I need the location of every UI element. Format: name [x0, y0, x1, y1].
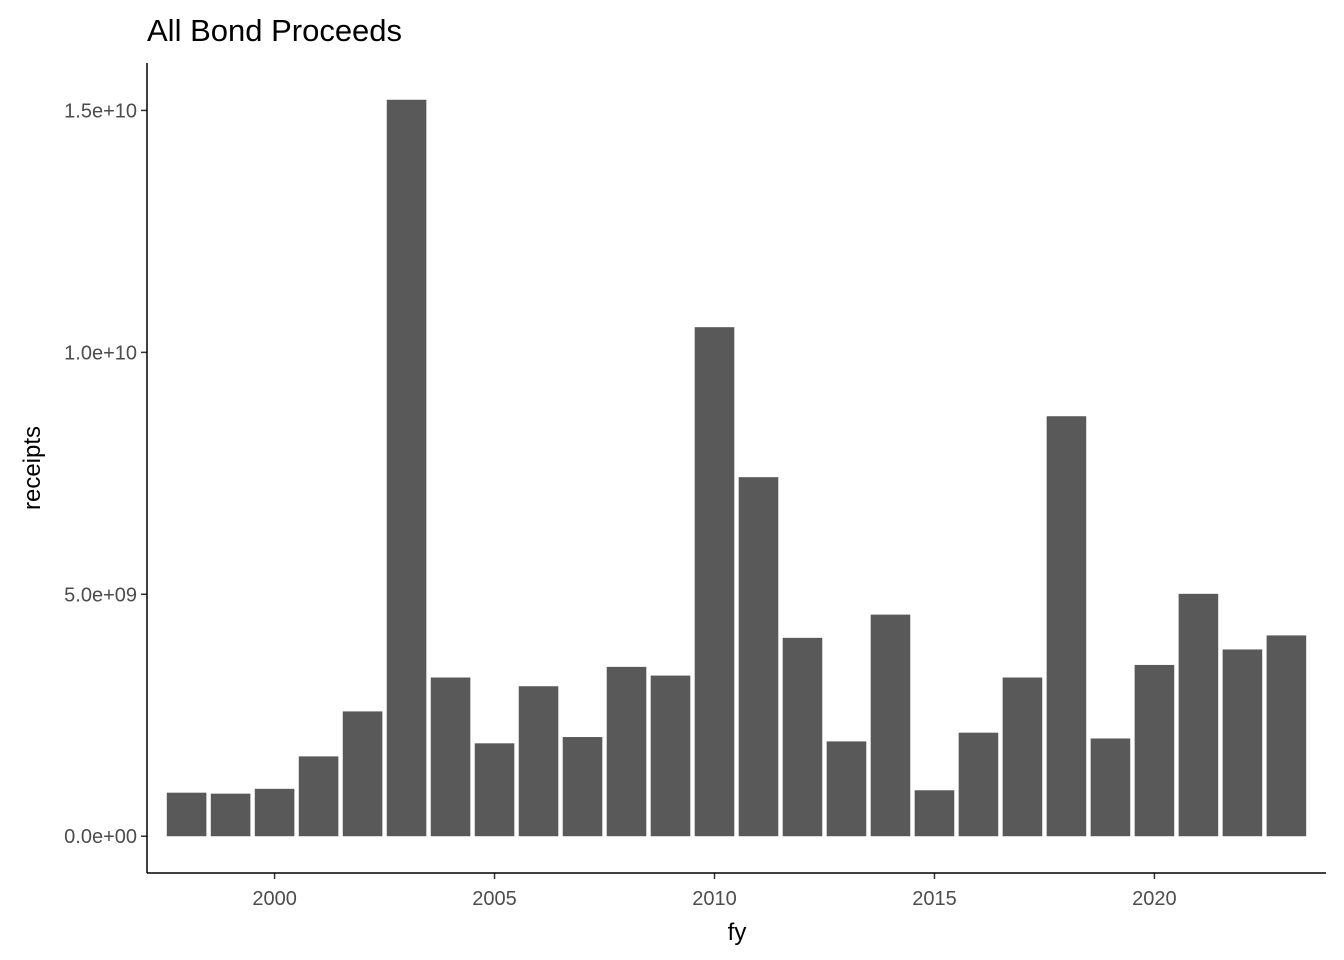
bar-2023	[1266, 635, 1307, 837]
bar-2002	[342, 711, 383, 837]
bar-2006	[518, 686, 559, 837]
x-tick-label: 2000	[252, 888, 297, 910]
bar-2015	[914, 790, 955, 837]
x-tick-label: 2020	[1132, 888, 1177, 910]
x-axis-title: fy	[728, 919, 747, 946]
y-tick-label: 1.0e+10	[64, 342, 137, 364]
bar-2007	[562, 737, 603, 837]
bar-2013	[826, 741, 867, 837]
bar-2003	[386, 99, 427, 837]
chart-title: All Bond Proceeds	[147, 13, 402, 48]
x-axis-ticks: 2000 2005 2010 2015 2020	[252, 873, 1177, 910]
bar-2005	[474, 743, 515, 837]
y-tick-label: 1.5e+10	[64, 100, 137, 122]
y-axis-ticks: 0.0e+00 5.0e+09 1.0e+10 1.5e+10	[64, 100, 147, 848]
x-tick-label: 2005	[472, 888, 517, 910]
y-tick-label: 5.0e+09	[64, 584, 137, 606]
bar-1999	[210, 793, 251, 837]
bar-2012	[782, 637, 823, 837]
bar-2019	[1090, 738, 1131, 837]
y-axis-title: receipts	[19, 426, 46, 510]
bar-2010	[694, 327, 735, 837]
bar-2016	[958, 732, 999, 837]
bar-2009	[650, 675, 691, 837]
bar-2014	[870, 614, 911, 837]
bar-2008	[606, 666, 647, 837]
x-tick-label: 2010	[692, 888, 737, 910]
bar-2000	[254, 788, 295, 837]
bar-2021	[1178, 593, 1219, 837]
bars-group	[166, 99, 1307, 837]
bar-2022	[1222, 649, 1263, 837]
x-tick-label: 2015	[912, 888, 957, 910]
bar-2017	[1002, 677, 1043, 837]
bar-2018	[1046, 416, 1087, 837]
bar-2011	[738, 477, 779, 837]
y-tick-label: 0.0e+00	[64, 826, 137, 848]
bar-1998	[166, 792, 207, 837]
bar-2001	[298, 756, 339, 837]
bar-2020	[1134, 664, 1175, 837]
bar-2004	[430, 677, 471, 837]
